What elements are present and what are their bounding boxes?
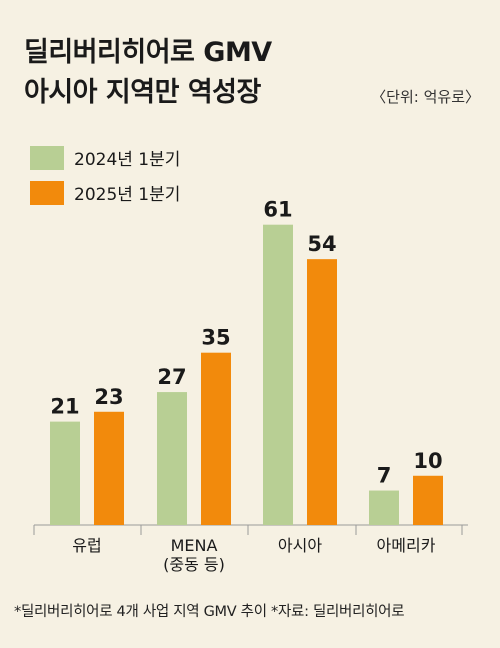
- bar-0-0: [50, 421, 80, 525]
- bar-1-0: [157, 392, 187, 525]
- data-label-2-0: 61: [263, 198, 292, 222]
- bar-3-0: [369, 490, 399, 525]
- bar-2-0: [263, 224, 293, 525]
- bar-1-1: [201, 352, 231, 525]
- bar-3-1: [413, 475, 443, 525]
- bar-0-1: [94, 411, 124, 525]
- legend-swatch-2024: [30, 145, 64, 170]
- legend-swatch-2025: [30, 180, 64, 205]
- chart-title-line2: 아시아 지역만 역성장: [24, 77, 261, 108]
- legend-item-2024: 2024년 1분기: [30, 145, 180, 170]
- data-label-3-1: 10: [413, 449, 442, 473]
- chart-title-line1: 딜리버리히어로 GMV: [24, 37, 272, 68]
- footnote: *딜리버리히어로 4개 사업 지역 GMV 추이 *자료: 딜리버리히어로: [14, 604, 405, 620]
- data-label-1-1: 35: [201, 326, 230, 350]
- bar-chart: 21 23 유럽 27 35 MENA(중동 등) 61 54 아시아 7 10 아메리카: [33, 198, 468, 574]
- legend-item-2025: 2025년 1분기: [30, 180, 180, 205]
- category-label-1-1: (중동 등): [163, 555, 225, 574]
- data-label-3-0: 7: [377, 464, 392, 488]
- data-label-2-1: 54: [307, 232, 336, 256]
- legend-label-2024: 2024년 1분기: [74, 150, 181, 170]
- data-label-0-1: 23: [94, 385, 123, 409]
- legend-label-2025: 2025년 1분기: [74, 185, 181, 205]
- data-label-1-0: 27: [157, 365, 186, 389]
- category-label-2: 아시아: [278, 536, 322, 555]
- unit-label: 〈단위: 억유로〉: [371, 88, 480, 106]
- category-label-0: 유럽: [72, 536, 101, 555]
- category-label-1-0: MENA: [171, 536, 218, 555]
- category-label-3: 아메리카: [377, 536, 436, 555]
- bar-2-1: [307, 259, 337, 525]
- data-label-0-0: 21: [50, 395, 79, 419]
